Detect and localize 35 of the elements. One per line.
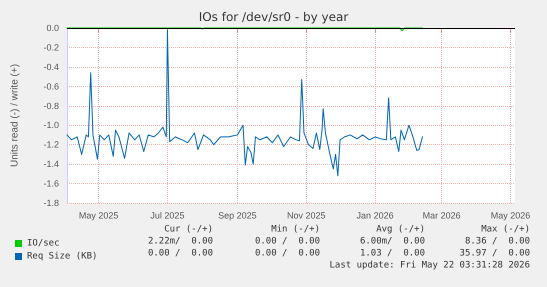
text: Min (-/+) [271,224,320,234]
text: 35.97 / 0.00 [460,248,530,258]
text: Avg (-/+) [376,224,425,234]
x-tick-label: Sep 2025 [218,210,257,220]
text: Last update: Fri May 22 03:31:28 2026 [330,260,530,270]
chart-title: IOs for /dev/sr0 - by year [198,10,348,24]
y-tick-label: -0.2 [43,42,59,52]
x-tick-label: Mar 2026 [422,210,461,220]
text: Cur (-/+) [164,224,213,234]
text: 0.00 / 0.00 [254,248,320,258]
text: 2.22m/ 0.00 [148,236,213,246]
y-axis-title: Units read (-) / write (+) [10,64,20,168]
x-tick-label: May 2025 [78,210,118,220]
x-tick-label: Nov 2025 [286,210,326,220]
text: Max (-/+) [481,224,530,234]
y-tick-label: -0.4 [43,62,59,72]
y-tick-label: -1.0 [43,120,59,130]
line-series [66,29,423,176]
y-tick-label: -1.6 [43,178,59,189]
x-tick-label: Jul 2025 [150,210,184,220]
legend-label: IO/sec [27,238,60,248]
y-tick-label: -1.2 [43,140,59,150]
y-tick-label: 0.0 [46,23,59,33]
legend-label: Req Size (KB) [27,252,98,262]
text: 0.00 / 0.00 [148,248,213,258]
text: 0.00 / 0.00 [254,236,320,246]
text: 6.00m/ 0.00 [360,236,425,246]
y-tick-label: -1.4 [43,159,59,170]
y-tick-label: -0.6 [43,81,59,92]
text: 8.36 / 0.00 [464,236,530,246]
y-tick-label: -1.8 [43,198,59,208]
x-tick-label: Jan 2026 [356,210,394,220]
text: 1.03 / 0.00 [360,248,425,258]
y-tick-label: -0.8 [43,100,59,111]
x-tick-label: May 2026 [490,210,530,220]
